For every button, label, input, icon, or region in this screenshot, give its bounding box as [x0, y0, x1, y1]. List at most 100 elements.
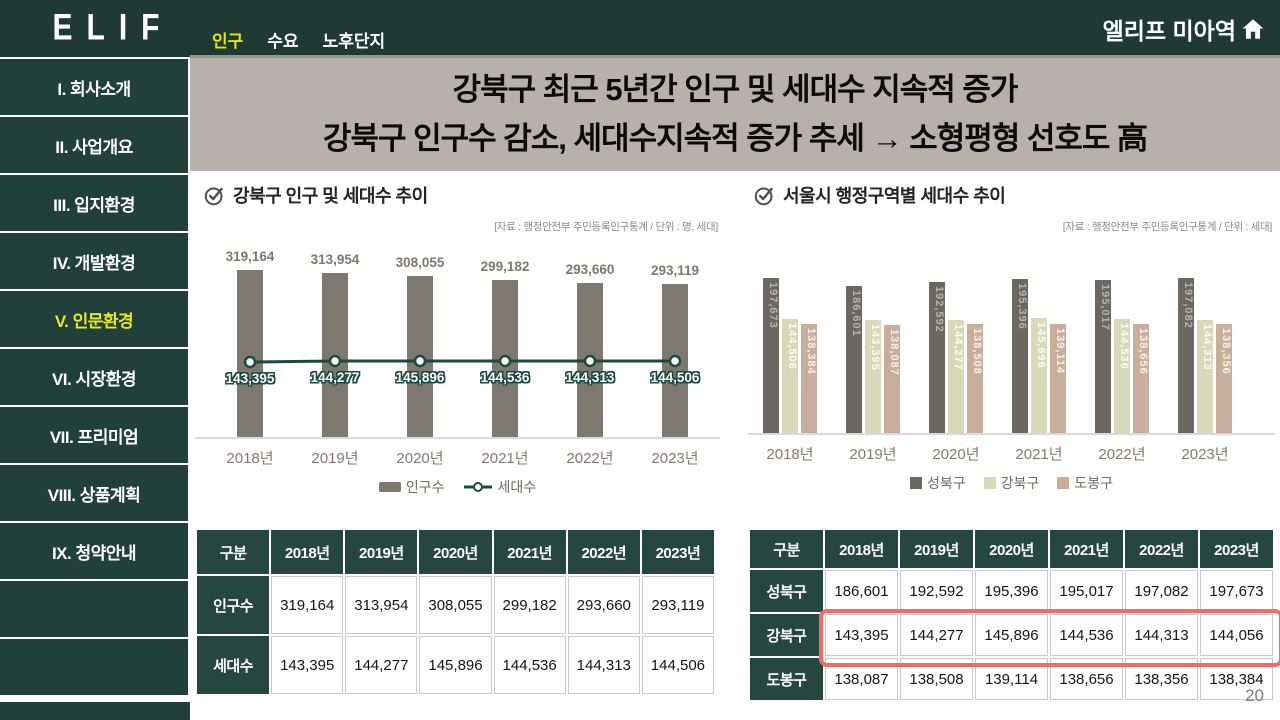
district-bar-강북구: 144,536 [1114, 319, 1130, 433]
line-value-label: 144,277 [310, 370, 360, 385]
left-section-title: 강북구 인구 및 세대수 추이 [233, 186, 428, 206]
bar-value-label: 138,508 [971, 328, 983, 375]
x-tick-label: 2018년 [226, 450, 274, 467]
bar-value-label: 293,119 [650, 263, 700, 278]
project-title: 엘리프 미아역 [1102, 17, 1236, 44]
home-icon[interactable] [1240, 16, 1266, 42]
page-number: 20 [1245, 686, 1264, 705]
table-row-강북구: 강북구 143,395 144,277 145,896 144,536 144,313 14… [750, 614, 1273, 656]
x-axis-line [195, 437, 720, 439]
table-cell: 192,592 [900, 570, 973, 612]
population-household-chart: 319,164 313,954 308,055 299,182 293,660 293,1… [195, 237, 720, 522]
sidebar-item-3[interactable]: III. 입지환경 [0, 175, 188, 231]
table-cell: 138,508 [900, 658, 973, 700]
nav-tab-1[interactable]: 인구 [212, 32, 244, 51]
x-tick-label: 2021년 [1015, 446, 1063, 463]
bar-value-label: 144,313 [1201, 324, 1213, 371]
table-cell: 144,506 [641, 636, 714, 694]
table-cell: 144,056 [1200, 614, 1273, 656]
line-marker [243, 355, 257, 369]
district-bar-강북구: 145,896 [1031, 318, 1047, 433]
x-tick-label: 2022년 [566, 450, 614, 467]
line-value-label: 144,313 [565, 370, 615, 385]
table-cell: 144,277 [345, 636, 418, 694]
table-header-cell: 2022년 [1125, 530, 1198, 568]
table-header-cell: 2020년 [419, 530, 492, 574]
sidebar-item-8[interactable]: VIII. 상품계획 [0, 465, 188, 521]
headline-line-2: 강북구 인구수 감소, 세대수지속적 증가 추세 → 소형평형 선호도 高 [322, 120, 1148, 156]
table-header-cell: 2021년 [493, 530, 566, 574]
line-marker [413, 354, 427, 368]
table-header-row: 구분 2018년 2019년 2020년 2021년 2022년 2023년 [197, 530, 714, 574]
right-table-box: 구분 2018년 2019년 2020년 2021년 2022년 2023년 성북구 186,6… [748, 528, 1275, 702]
bar-value-label: 195,396 [1016, 283, 1028, 330]
row-label-cell: 도봉구 [750, 658, 823, 700]
check-circle-icon [204, 186, 223, 205]
legend-label: 성북구 [927, 475, 966, 491]
table-cell: 144,313 [1125, 614, 1198, 656]
x-tick-label: 2022년 [1098, 446, 1146, 463]
table-cell: 299,182 [493, 576, 566, 634]
legend-label: 강북구 [1000, 475, 1040, 491]
bar-value-label: 138,087 [888, 329, 900, 376]
bar-value-label: 145,896 [1035, 322, 1047, 369]
line-value-label: 144,536 [480, 370, 530, 385]
table-header-cell: 구분 [197, 530, 270, 574]
line-marker-swatch [463, 482, 492, 492]
bar-value-label: 144,506 [786, 323, 798, 370]
legend-item-도봉구: 도봉구 [1057, 473, 1113, 493]
table-cell: 144,313 [567, 636, 640, 694]
x-tick-label: 2021년 [481, 450, 529, 467]
table-cell: 138,356 [1125, 658, 1198, 700]
sidebar-item-6[interactable]: VI. 시장환경 [0, 349, 188, 405]
bar-value-label: 299,182 [480, 259, 530, 274]
line-marker [328, 354, 342, 368]
district-bar-도봉구: 138,384 [801, 324, 817, 433]
sidebar-item-label: VII. 프리미엄 [49, 427, 139, 447]
table-cell: 138,656 [1050, 658, 1123, 700]
legend-item-성북구: 성북구 [910, 473, 966, 493]
bar-value-label: 143,395 [869, 324, 881, 371]
table-header-cell: 2018년 [825, 530, 898, 568]
bar-value-label: 313,954 [310, 252, 360, 267]
table-cell: 144,277 [900, 614, 973, 656]
sidebar-item-4[interactable]: IV. 개발환경 [0, 233, 188, 289]
sidebar-item-5[interactable]: V. 인문환경 [0, 291, 188, 347]
bar-value-label: 139,114 [1054, 328, 1066, 375]
headline-line-1: 강북구 최근 5년간 인구 및 세대수 지속적 증가 [452, 72, 1019, 108]
table-cell: 186,601 [825, 570, 898, 612]
table-cell: 313,954 [345, 576, 418, 634]
sidebar-item-9[interactable]: IX. 청약안내 [0, 523, 188, 579]
table-cell: 197,673 [1200, 570, 1273, 612]
table-cell: 293,119 [641, 576, 714, 634]
sidebar-item-2[interactable]: II. 사업개요 [0, 117, 188, 173]
table-cell: 195,396 [975, 570, 1048, 612]
sidebar-item-label: IV. 개발환경 [52, 253, 136, 273]
table-cell: 139,114 [975, 658, 1048, 700]
district-bar-성북구: 195,017 [1095, 280, 1111, 433]
sidebar-item-1[interactable]: I. 회사소개 [0, 59, 188, 115]
x-tick-label: 2020년 [396, 450, 444, 467]
x-tick-label: 2019년 [849, 446, 897, 463]
legend-item-population: 인구수 [378, 477, 445, 497]
sidebar-item-label: II. 사업개요 [55, 137, 133, 157]
right-section-title: 서울시 행정구역별 세대수 추이 [783, 186, 1006, 206]
nav-tab-2[interactable]: 수요 [267, 32, 299, 51]
sidebar-item-7[interactable]: VII. 프리미엄 [0, 407, 188, 463]
table-row-세대수: 세대수 143,395 144,277 145,896 144,536 144,313 14… [197, 636, 714, 694]
district-bar-강북구: 144,277 [948, 320, 964, 433]
table-cell: 319,164 [271, 576, 344, 634]
chart-legend: 성북구 강북구 도봉구 [748, 473, 1275, 493]
table-cell: 293,660 [567, 576, 640, 634]
district-bar-성북구: 195,396 [1012, 279, 1028, 433]
district-bar-도봉구: 138,356 [1216, 324, 1232, 433]
population-household-table: 구분 2018년 2019년 2020년 2021년 2022년 2023년 인구수 319,1… [195, 528, 716, 696]
x-axis-line [748, 433, 1275, 435]
district-swatch [1057, 477, 1070, 489]
table-cell: 144,536 [493, 636, 566, 694]
left-section-heading: 강북구 인구 및 세대수 추이 [204, 182, 428, 208]
legend-label: 도봉구 [1074, 475, 1113, 491]
table-cell: 138,087 [825, 658, 898, 700]
nav-tab-3[interactable]: 노후단지 [322, 32, 386, 51]
line-value-label: 143,395 [225, 371, 275, 386]
